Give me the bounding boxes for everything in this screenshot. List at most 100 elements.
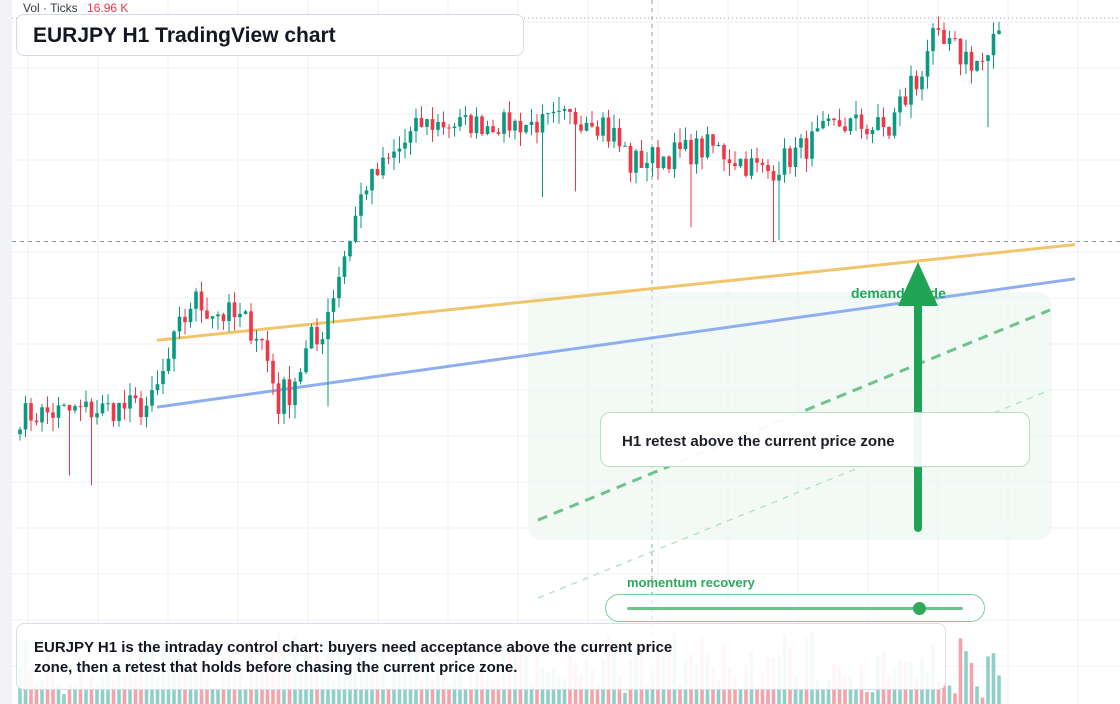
candle-body bbox=[953, 38, 957, 40]
momentum-gauge-knob bbox=[913, 602, 927, 615]
volume-bar bbox=[447, 685, 451, 704]
candle-body bbox=[293, 381, 297, 406]
analysis-note-card: EURJPY H1 is the intraday control chart:… bbox=[16, 623, 946, 690]
candle-body bbox=[221, 314, 226, 322]
volume-legend[interactable]: Vol · Ticks 16.96 K bbox=[23, 1, 128, 15]
candle-body bbox=[733, 163, 737, 167]
analysis-note-text: EURJPY H1 is the intraday control chart:… bbox=[34, 639, 673, 676]
momentum-gauge-track bbox=[627, 607, 963, 610]
candle-body bbox=[419, 117, 424, 127]
candle-body bbox=[650, 147, 655, 163]
volume-bar bbox=[865, 692, 869, 704]
candle-body bbox=[95, 413, 99, 418]
candle-body bbox=[881, 117, 886, 128]
candle-body bbox=[265, 340, 270, 361]
candle-body bbox=[210, 316, 215, 319]
volume-bar bbox=[854, 687, 858, 704]
candle-body bbox=[832, 118, 836, 121]
candle-body bbox=[331, 298, 336, 312]
candle-body bbox=[254, 338, 259, 341]
candle-body bbox=[447, 127, 451, 129]
volume-bar bbox=[947, 685, 952, 704]
candle-body bbox=[639, 150, 644, 168]
candle-body bbox=[661, 156, 666, 169]
volume-bar bbox=[155, 677, 160, 704]
candle-body bbox=[177, 316, 182, 332]
candle-body bbox=[859, 114, 864, 129]
candle-body bbox=[111, 403, 116, 422]
volume-legend-label: Vol · Ticks bbox=[23, 1, 78, 15]
candle-body bbox=[551, 111, 556, 114]
candle-body bbox=[144, 405, 149, 418]
retest-callout-text: H1 retest above the current price zone bbox=[622, 433, 895, 450]
candle-body bbox=[672, 142, 677, 170]
candle-body bbox=[678, 142, 682, 150]
candle-body bbox=[194, 291, 198, 309]
candle-body bbox=[975, 60, 979, 71]
volume-bar bbox=[821, 687, 825, 704]
candle-body bbox=[524, 125, 528, 133]
candle-body bbox=[491, 126, 495, 133]
candle-body bbox=[804, 138, 809, 159]
volume-bar bbox=[799, 686, 803, 704]
volume-bar bbox=[942, 683, 946, 704]
candle-body bbox=[397, 148, 402, 152]
candle-body bbox=[106, 403, 110, 405]
candle-body bbox=[694, 138, 699, 165]
candle-body bbox=[656, 147, 660, 169]
candle-body bbox=[700, 138, 704, 158]
candle-body bbox=[942, 29, 946, 44]
candle-body bbox=[436, 121, 440, 130]
candle-body bbox=[777, 174, 781, 181]
candle-body bbox=[502, 112, 506, 134]
candle-body bbox=[903, 96, 908, 105]
candle-body bbox=[898, 96, 902, 113]
candle-body bbox=[370, 168, 374, 191]
candle-body bbox=[546, 113, 550, 115]
candle-body bbox=[634, 150, 638, 173]
candle-body bbox=[727, 159, 732, 164]
candle-body bbox=[276, 383, 281, 414]
candle-body bbox=[793, 147, 798, 167]
volume-legend-value: 16.96 K bbox=[87, 1, 129, 15]
momentum-gauge bbox=[605, 594, 985, 622]
candle-body bbox=[810, 131, 814, 159]
candle-body bbox=[45, 407, 50, 413]
candle-body bbox=[980, 60, 985, 62]
candle-body bbox=[34, 420, 39, 423]
candle-body bbox=[826, 118, 831, 121]
candle-body bbox=[62, 404, 66, 406]
candle-body bbox=[480, 116, 484, 134]
candle-body bbox=[947, 38, 952, 44]
candle-body bbox=[711, 134, 715, 146]
candle-body bbox=[89, 401, 94, 418]
candle-body bbox=[18, 429, 22, 435]
candle-body bbox=[601, 117, 605, 136]
candle-body bbox=[689, 139, 693, 165]
candle-body bbox=[205, 310, 209, 319]
candle-body bbox=[386, 157, 391, 159]
candle-body bbox=[337, 276, 341, 299]
candle-body bbox=[513, 120, 517, 131]
candle-body bbox=[40, 407, 44, 423]
candle-body bbox=[865, 128, 869, 135]
candle-body bbox=[100, 403, 105, 414]
candle-body bbox=[469, 115, 473, 134]
candle-body bbox=[315, 326, 319, 345]
candle-body bbox=[452, 126, 457, 128]
volume-bar bbox=[914, 677, 919, 704]
candle-body bbox=[441, 121, 446, 128]
demand-guide-label: demand guide bbox=[851, 285, 946, 301]
volume-bar bbox=[975, 686, 979, 704]
candle-body bbox=[359, 194, 363, 216]
candle-body bbox=[997, 30, 1001, 34]
candle-body bbox=[392, 151, 396, 158]
volume-bar bbox=[73, 683, 77, 704]
volume-bar bbox=[386, 687, 391, 704]
volume-bar bbox=[678, 684, 682, 704]
candle-body bbox=[304, 348, 308, 373]
candle-body bbox=[166, 358, 171, 372]
candle-body bbox=[755, 158, 759, 163]
candle-body bbox=[788, 148, 792, 167]
candle-body bbox=[645, 162, 649, 168]
